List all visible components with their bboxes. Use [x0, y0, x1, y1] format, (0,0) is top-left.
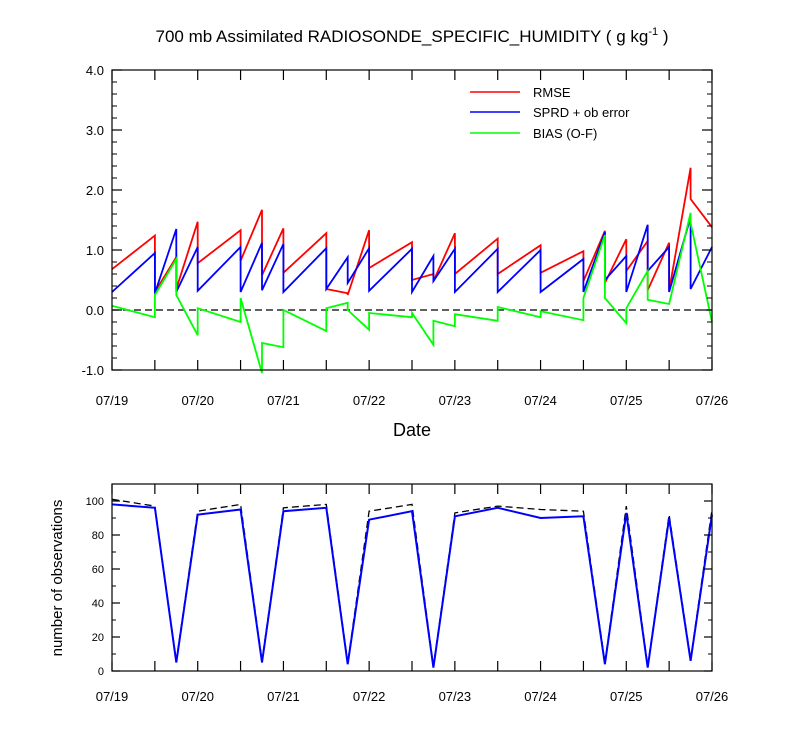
chart-title-main: 700 mb Assimilated RADIOSONDE_SPECIFIC_H…: [156, 27, 649, 46]
top-x-tick-label: 07/23: [439, 393, 472, 408]
top-y-tick-label: 0.0: [86, 303, 104, 318]
top-x-tick-label: 07/22: [353, 393, 386, 408]
obs-series-possible: [111, 498, 713, 666]
top-x-tick-label: 07/21: [267, 393, 300, 408]
bottom-x-tick-label: 07/24: [524, 689, 557, 704]
bottom-x-tick-label: 07/26: [696, 689, 729, 704]
bottom-y-tick-label: 60: [92, 564, 104, 576]
top-y-tick-label: 1.0: [86, 243, 104, 258]
legend-label-bias: BIAS (O-F): [533, 126, 597, 141]
top-y-tick-label: 4.0: [86, 63, 104, 78]
bottom-x-tick-label: 07/22: [353, 689, 386, 704]
top-y-tick-label: 3.0: [86, 123, 104, 138]
obs-series-assimilated: [111, 503, 713, 668]
bottom-y-tick-label: 20: [92, 632, 104, 644]
legend-label-sprd: SPRD + ob error: [533, 105, 630, 120]
series-line-rmse: [111, 167, 713, 296]
bottom-x-tick-label: 07/20: [181, 689, 214, 704]
top-x-tick-label: 07/24: [524, 393, 557, 408]
legend: RMSE SPRD + ob error BIAS (O-F): [470, 85, 630, 141]
chart-title-sup: -1: [648, 26, 658, 38]
series-line-sprd: [111, 216, 713, 296]
top-x-tick-label: 07/20: [181, 393, 214, 408]
chart-title-end: ): [658, 27, 668, 46]
top-y-tick-label: 2.0: [86, 183, 104, 198]
bottom-x-tick-label: 07/23: [439, 689, 472, 704]
bottom-y-axis-label: number of observations: [49, 500, 66, 657]
bottom-y-tick-label: 80: [92, 530, 104, 542]
legend-label-rmse: RMSE: [533, 85, 571, 100]
bottom-x-tick-label: 07/21: [267, 689, 300, 704]
bottom-plot-frame: [111, 483, 713, 672]
series-line-bias: [111, 212, 713, 374]
bottom-y-tick-label: 40: [92, 598, 104, 610]
top-x-axis-label: Date: [393, 420, 431, 440]
bottom-y-tick-label: 0: [98, 666, 104, 678]
top-y-tick-label: -1.0: [82, 363, 104, 378]
top-panel: 07/19 07/20 07/21 07/22 07/23 07/24 07/25 07/26…: [82, 63, 729, 440]
bottom-x-tick-label: 07/25: [610, 689, 643, 704]
bottom-y-tick-label: 100: [86, 496, 104, 508]
bottom-x-tick-label: 07/19: [96, 689, 129, 704]
top-x-tick-label: 07/19: [96, 393, 129, 408]
top-x-tick-label: 07/26: [696, 393, 729, 408]
top-x-tick-label: 07/25: [610, 393, 643, 408]
bottom-panel: 07/19 07/20 07/21 07/22 07/23 07/24 07/25 07/26…: [49, 483, 729, 704]
top-plot-frame: [111, 69, 713, 371]
chart-title: 700 mb Assimilated RADIOSONDE_SPECIFIC_H…: [156, 26, 669, 46]
